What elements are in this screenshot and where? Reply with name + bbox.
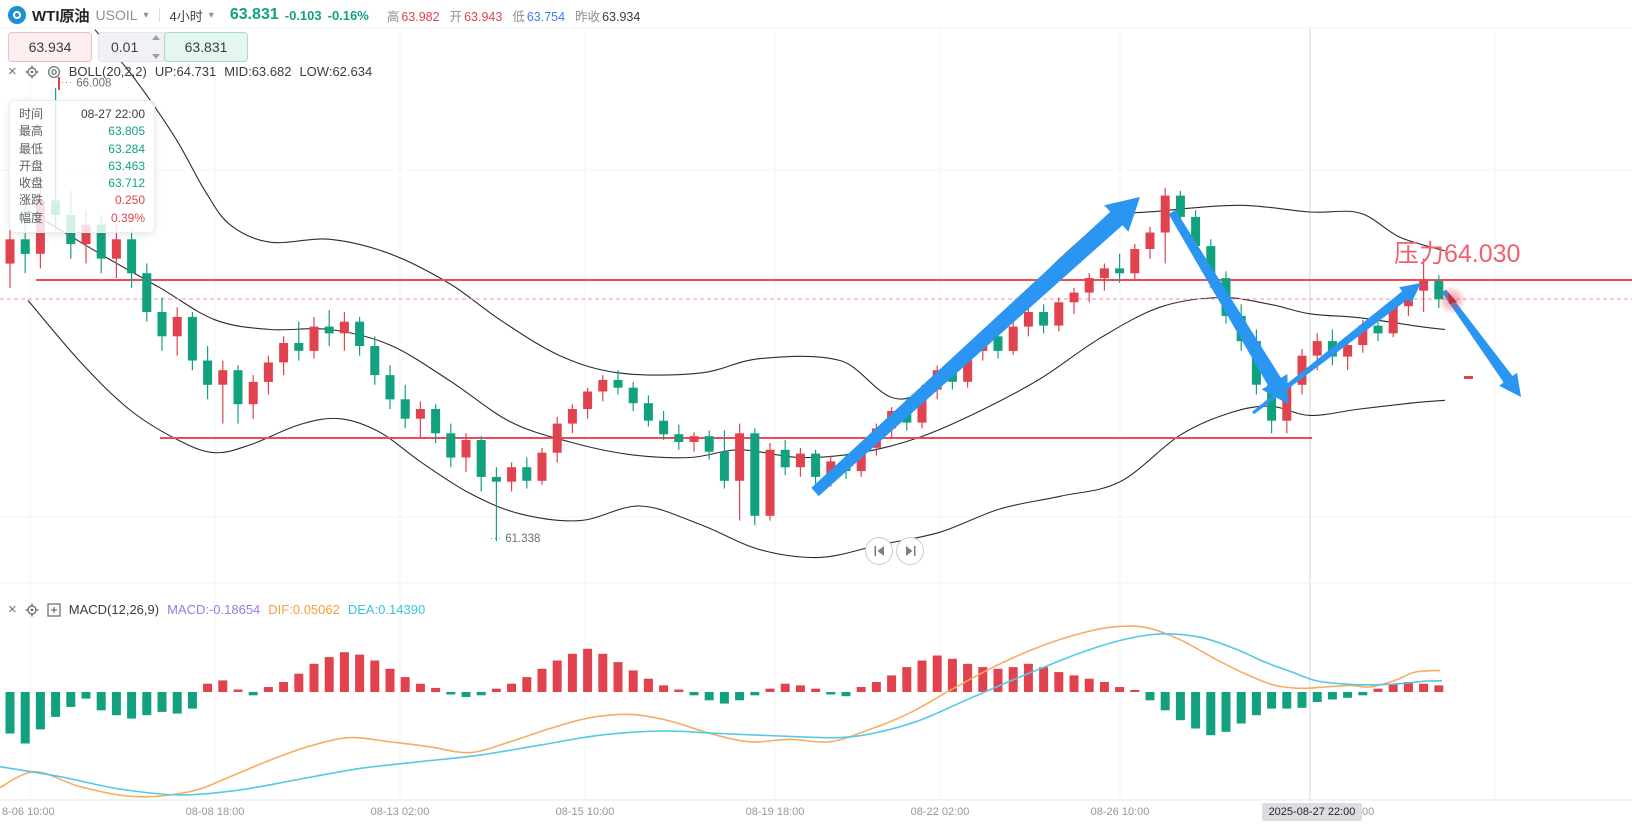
boll-indicator-header: × BOLL(20,2,2) UP:64.731 MID:63.682 LOW:… [8, 62, 373, 80]
scroll-to-end-button[interactable] [896, 537, 924, 565]
ohlc-stat: 昨收 63.934 [575, 9, 641, 24]
time-axis[interactable]: 8-06 10:00 08-08 18:00 08-13 02:00 08-15 10… [0, 801, 1632, 826]
boll-mid-value: MID:63.682 [224, 64, 292, 79]
scroll-to-start-button[interactable] [865, 537, 893, 565]
step-up-icon[interactable] [152, 35, 160, 40]
skip-end-icon [905, 546, 915, 556]
timeframe-dropdown-icon[interactable]: ▾ [208, 9, 214, 21]
boll-low-value: LOW:62.634 [299, 64, 373, 79]
tooltip-row: 幅度 0.39% [19, 210, 145, 225]
tooltip-row: 开盘 63.463 [19, 158, 145, 173]
skip-start-icon [874, 546, 884, 556]
macd-close-icon[interactable]: × [8, 600, 17, 618]
time-axis-label: 08-15 10:00 [555, 806, 615, 818]
time-axis-label: 08-26 10:00 [1090, 806, 1150, 818]
tooltip-row: 最高 63.805 [19, 124, 145, 139]
step-down-icon[interactable] [152, 54, 160, 59]
symbol-name: WTI原油 [32, 7, 90, 25]
resistance-annotation[interactable]: 压力64.030 [1394, 240, 1521, 268]
timeframe-selector[interactable]: 4小时 [169, 8, 203, 24]
buy-price-button[interactable]: 63.831 [164, 32, 248, 62]
tooltip-row: 最低 63.284 [19, 141, 145, 156]
time-axis-label: 08-22 02:00 [910, 806, 970, 818]
dif-value: DIF:0.05062 [268, 602, 340, 617]
sell-price-button[interactable]: 63.934 [8, 32, 92, 62]
header-divider [158, 8, 160, 22]
time-axis-label: 08-13 02:00 [370, 806, 430, 818]
crosshair-time-label: 2025-08-27 22:00 [1262, 803, 1362, 821]
ohlc-stat: 开 63.943 [449, 9, 503, 24]
low-marker-label: 61.338 [505, 533, 541, 545]
time-axis-label: 8-06 10:00 [2, 806, 55, 818]
boll-up-value: UP:64.731 [154, 64, 217, 79]
partial-time-label: 00 [1362, 806, 1375, 818]
boll-visibility-icon[interactable] [47, 65, 61, 79]
ohlc-stats: 高 63.982 开 63.943 低 63.754 昨收 63.934 [387, 6, 641, 25]
tooltip-row: 收盘 63.712 [19, 176, 145, 191]
macd-expand-icon[interactable] [47, 602, 61, 617]
boll-name: BOLL(20,2,2) [68, 64, 147, 79]
high-marker-label: 66.008 [76, 77, 112, 90]
candle-info-tooltip: 时间 08-27 22:00 最高 63.805 最低 63.284 开盘 63.463 收盘 6… [9, 100, 155, 234]
price-change: -0.103 [284, 7, 322, 23]
ohlc-stat: 高 63.982 [386, 9, 440, 24]
macd-value: MACD:-0.18654 [167, 602, 261, 617]
symbol-header: WTI原油 USOIL ▾ 4小时 ▾ 63.831 -0.103 -0.16%… [8, 4, 640, 26]
macd-indicator-header: × MACD(12,26,9) MACD:-0.18654 DIF:0.0506… [8, 600, 426, 618]
high-tick-icon [58, 77, 60, 90]
price-change-pct: -0.16% [327, 7, 369, 23]
tooltip-row: 涨跌 0.250 [19, 193, 145, 208]
macd-settings-gear-icon[interactable] [25, 603, 39, 617]
dea-value: DEA:0.14390 [347, 602, 426, 617]
time-axis-label: 08-19 18:00 [745, 806, 805, 818]
ohlc-stat: 低 63.754 [512, 9, 566, 24]
step-value: 0.01 [111, 39, 139, 55]
stepper-arrows[interactable] [152, 35, 164, 59]
boll-close-icon[interactable]: × [8, 62, 17, 80]
macd-name: MACD(12,26,9) [68, 602, 160, 617]
instrument-logo-icon [8, 6, 26, 24]
tooltip-row: 时间 08-27 22:00 [19, 107, 145, 121]
time-axis-label: 08-08 18:00 [185, 806, 245, 818]
last-price: 63.831 [229, 6, 279, 23]
high-price-marker: ··· 66.008 [58, 77, 111, 90]
symbol-code: USOIL [95, 7, 138, 23]
quantity-stepper[interactable]: 0.01 [98, 32, 168, 62]
low-price-marker: ··· 61.338 [490, 533, 541, 545]
boll-settings-gear-icon[interactable] [25, 65, 39, 79]
symbol-dropdown-icon[interactable]: ▾ [143, 9, 149, 21]
